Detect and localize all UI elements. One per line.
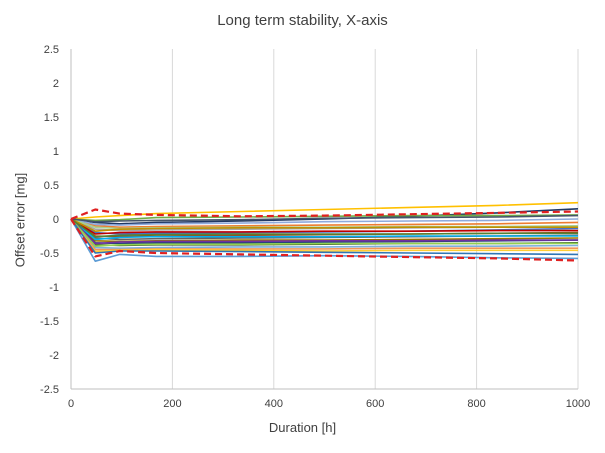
y-tick-label: 1	[53, 146, 59, 158]
series-line-sensor-19	[70, 218, 578, 241]
series-line-sensor-13	[70, 218, 579, 249]
x-axis-label: Duration [h]	[268, 420, 337, 435]
series-line-sensor-4	[70, 214, 579, 222]
series-line-sensor-5	[70, 218, 579, 228]
y-tick-label: 0.5	[44, 180, 59, 192]
series-line-sensor-20	[70, 218, 578, 245]
series-line-sensor-25	[70, 214, 579, 223]
x-tick-label: 400	[265, 398, 283, 410]
y-tick-label: 0	[53, 214, 59, 226]
series-line-sensor-18	[70, 218, 578, 235]
y-tick-label: 2	[53, 78, 59, 90]
y-tick-label: -1	[49, 282, 59, 294]
y-tick-label: -0.5	[40, 248, 59, 260]
series-line-sensor-21	[70, 218, 578, 247]
x-tick-label: 800	[467, 398, 485, 410]
y-tick-label: 2.5	[44, 44, 59, 56]
series-line-upper-limit	[70, 208, 579, 221]
series-line-sensor-10	[70, 218, 579, 243]
series-line-sensor-16	[70, 218, 579, 226]
y-tick-label: -2.5	[40, 384, 59, 396]
series-line-lower-limit	[70, 218, 579, 262]
x-tick-label: 0	[68, 398, 74, 410]
series-line-sensor-15	[70, 218, 578, 253]
x-tick-label: 600	[366, 398, 384, 410]
series-line-sensor-22	[70, 218, 579, 256]
series-line-sensor-24	[70, 218, 578, 238]
chart-title: Long term stability, X-axis	[217, 12, 388, 29]
y-tick-label: -2	[49, 350, 59, 362]
series-line-sensor-1	[70, 201, 579, 220]
y-tick-label: -1.5	[40, 316, 59, 328]
x-tick-label: 1000	[566, 398, 590, 410]
series-line-sensor-14	[70, 218, 578, 251]
y-tick-label: 1.5	[44, 112, 59, 124]
x-tick-label: 200	[163, 398, 181, 410]
series-line-sensor-23	[70, 218, 578, 232]
